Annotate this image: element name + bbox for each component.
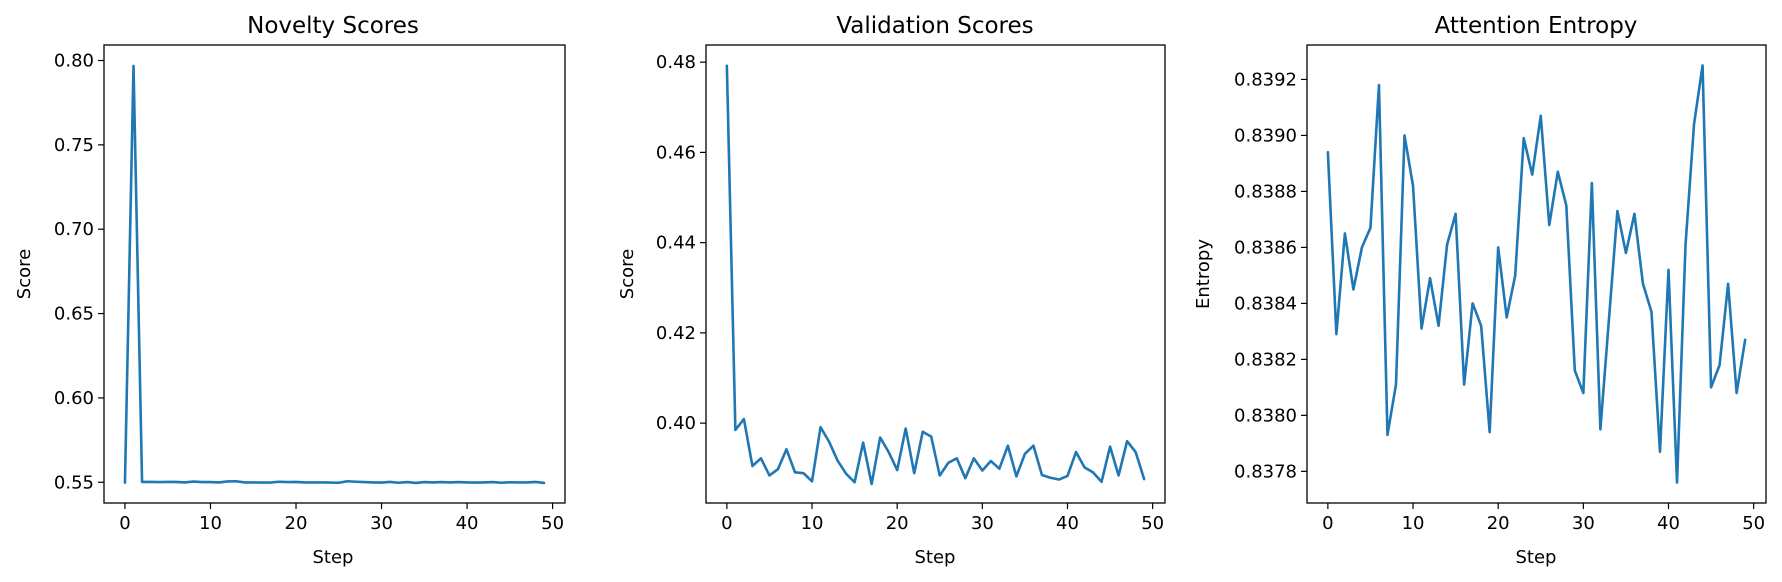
chart-title: Novelty Scores <box>247 13 419 39</box>
y-tick-label: 0.8378 <box>1234 461 1297 482</box>
x-tick-label: 0 <box>1322 513 1333 534</box>
y-axis-label: Score <box>14 249 35 299</box>
x-tick-label: 40 <box>1657 513 1680 534</box>
subplot-attention-entropy: Attention Entropy Step Entropy 0 10 20 30 40… <box>1193 13 1767 568</box>
x-tick-label: 10 <box>1402 513 1425 534</box>
axes-frame <box>705 44 1166 504</box>
x-tick-label: 0 <box>119 513 130 534</box>
y-axis-label: Score <box>617 249 638 299</box>
y-tick-label: 0.75 <box>54 135 94 156</box>
x-tick-label: 20 <box>1487 513 1510 534</box>
y-tick-label: 0.48 <box>656 52 696 73</box>
subplot-validation-scores: Validation Scores Step Score 0 10 20 30 40 50… <box>617 13 1166 568</box>
x-tick-label: 40 <box>456 513 479 534</box>
x-tick-label: 30 <box>370 513 393 534</box>
x-tick-label: 20 <box>285 513 308 534</box>
y-tick-label: 0.8382 <box>1234 349 1297 370</box>
y-tick-label: 0.42 <box>656 323 696 344</box>
series-line-0 <box>725 64 1146 486</box>
y-tick-label: 0.80 <box>54 51 94 72</box>
x-tick-label: 40 <box>1056 513 1079 534</box>
y-tick-label: 0.8386 <box>1234 237 1297 258</box>
y-tick-label: 0.60 <box>54 388 94 409</box>
y-tick-label: 0.46 <box>656 142 696 163</box>
axes-frame <box>103 44 566 504</box>
x-tick-label: 30 <box>1572 513 1595 534</box>
x-axis-label: Step <box>915 547 956 568</box>
y-tick-label: 0.8392 <box>1234 69 1297 90</box>
y-axis-label: Entropy <box>1193 239 1214 309</box>
axes-frame <box>1306 44 1767 504</box>
y-tick-label: 0.8384 <box>1234 293 1297 314</box>
series-line-0 <box>123 64 546 485</box>
chart-title: Validation Scores <box>836 13 1033 39</box>
x-tick-label: 10 <box>199 513 222 534</box>
y-tick-label: 0.65 <box>54 304 94 325</box>
chart-title: Attention Entropy <box>1435 13 1638 39</box>
x-tick-label: 30 <box>971 513 994 534</box>
y-tick-label: 0.44 <box>656 233 696 254</box>
x-tick-label: 0 <box>721 513 732 534</box>
y-tick-label: 0.8380 <box>1234 405 1297 426</box>
series-line-0 <box>1326 64 1747 484</box>
x-tick-label: 50 <box>1141 513 1164 534</box>
y-tick-label: 0.70 <box>54 219 94 240</box>
x-axis-label: Step <box>313 547 354 568</box>
x-tick-label: 20 <box>886 513 909 534</box>
subplot-novelty-scores: Novelty Scores Step Score 0 10 20 30 40 50 0.5… <box>14 13 566 568</box>
x-axis-label: Step <box>1516 547 1557 568</box>
x-tick-label: 50 <box>1742 513 1765 534</box>
x-tick-label: 50 <box>541 513 564 534</box>
y-tick-label: 0.8390 <box>1234 125 1297 146</box>
x-tick-label: 10 <box>801 513 824 534</box>
y-tick-label: 0.8388 <box>1234 181 1297 202</box>
y-tick-label: 0.40 <box>656 413 696 434</box>
y-tick-label: 0.55 <box>54 472 94 493</box>
